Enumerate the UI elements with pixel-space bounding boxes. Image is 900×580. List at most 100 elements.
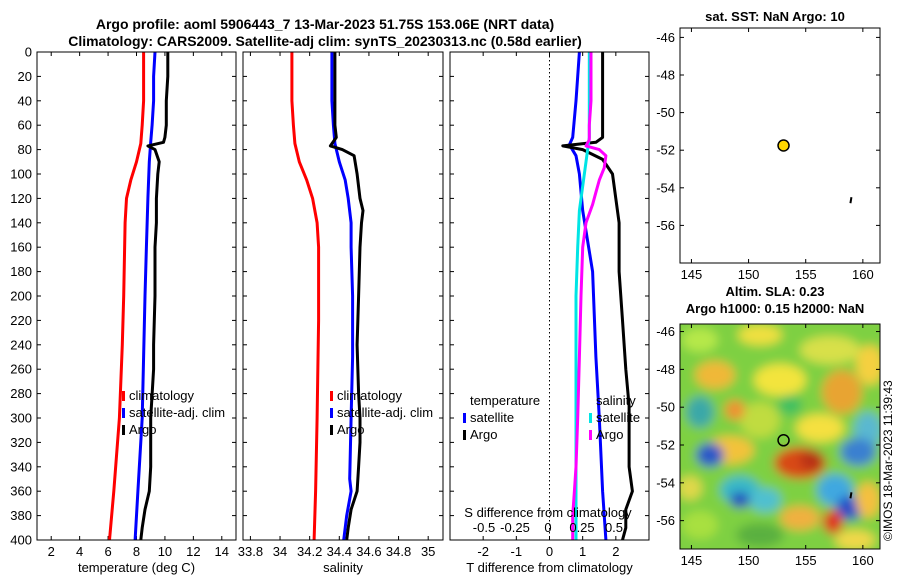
sla-map-title-line1: Altim. SLA: 0.23 — [725, 284, 825, 299]
xtick-label: 12 — [186, 544, 200, 559]
profile-location-marker — [777, 434, 790, 447]
legend-swatch — [330, 425, 333, 435]
panel-frame — [679, 323, 881, 550]
ytick-label: 280 — [10, 386, 32, 401]
legend-label: climatology — [129, 388, 195, 403]
series-line-argo — [328, 52, 365, 541]
plot-title-line1: Argo profile: aoml 5906443_7 13-Mar-2023… — [95, 16, 555, 32]
legend-label: Argo — [470, 427, 497, 442]
legend-swatch — [122, 425, 125, 435]
ytick-label: 20 — [18, 69, 32, 84]
sst-map-title: sat. SST: NaN Argo: 10 — [705, 9, 845, 24]
ytick-label: -56 — [656, 218, 675, 233]
xtick-label: -1 — [511, 544, 523, 559]
x-axis-label: temperature (deg C) — [78, 560, 195, 575]
ytick-label: -46 — [656, 30, 675, 45]
legend-title-temperature: temperature — [470, 393, 540, 408]
ytick-label: 200 — [10, 289, 32, 304]
ytick-label: -50 — [656, 400, 675, 415]
x-axis-label: salinity — [323, 560, 363, 575]
ytick-label: 140 — [10, 215, 32, 230]
legend-swatch — [589, 413, 592, 423]
ytick-label: 320 — [10, 435, 32, 450]
panel-frame — [242, 51, 444, 541]
xtick-label: 2 — [612, 544, 619, 559]
xtick-label: 1 — [579, 544, 586, 559]
ytick-label: 300 — [10, 411, 32, 426]
xtick-label: 34 — [273, 544, 287, 559]
legend-label: Argo — [337, 422, 364, 437]
ytick-label: 180 — [10, 264, 32, 279]
xtick-label: 35 — [421, 544, 435, 559]
panel-sst-map: -46 -48 -50 -52 -54 -56 145 150 155 160 — [656, 27, 881, 282]
legend-label: satellite-adj. clim — [129, 405, 225, 420]
xtick-label: 150 — [738, 553, 760, 568]
panel-salinity: 33.8 34 34.2 34.4 34.6 34.8 35 salinity climatol… — [238, 51, 444, 575]
series-line-salinity-argo — [571, 52, 608, 540]
panel-sla-map: -46 -48 -50 -52 -54 -56 145 150 155 160 — [656, 323, 881, 568]
xtick-label: 34.4 — [327, 544, 352, 559]
s-diff-tick-label: 0.5 — [605, 520, 623, 535]
s-diff-tick-label: 0 — [544, 520, 551, 535]
ytick-label: -48 — [656, 362, 675, 377]
ytick-label: -50 — [656, 105, 675, 120]
sla-map-title-line2: Argo h1000: 0.15 h2000: NaN — [685, 301, 865, 316]
island-outline — [849, 492, 853, 499]
panel-difference: -2 -1 0 1 2T difference from climatology temp… — [449, 51, 650, 575]
xtick-label: 2 — [48, 544, 55, 559]
panel-frame — [36, 51, 237, 541]
panel-frame — [449, 51, 650, 541]
xtick-label: -2 — [477, 544, 489, 559]
xtick-label: 160 — [852, 553, 874, 568]
ytick-label: 340 — [10, 459, 32, 474]
xtick-label: 160 — [852, 267, 874, 282]
ytick-label: -56 — [656, 513, 675, 528]
series-line-temperature-argo — [561, 52, 634, 541]
legend-label: Argo — [596, 427, 623, 442]
profile-location-marker — [777, 139, 790, 152]
ytick-label: 0 — [25, 45, 32, 60]
xtick-label: 155 — [795, 267, 817, 282]
legend-label: Argo — [129, 422, 156, 437]
ytick-label: -54 — [656, 475, 675, 490]
ytick-label: -48 — [656, 68, 675, 83]
series-line-satellite-adj-clim — [133, 51, 157, 541]
plot-title-line2: Climatology: CARS2009. Satellite-adj cli… — [68, 33, 582, 49]
xtick-label: 0 — [546, 544, 553, 559]
xtick-label: 10 — [158, 544, 172, 559]
x-axis-label: T difference from climatology — [466, 560, 633, 575]
island-outline — [849, 197, 853, 204]
xtick-label: 4 — [76, 544, 83, 559]
s-diff-tick-label: -0.25 — [500, 520, 530, 535]
xtick-label: 33.8 — [238, 544, 263, 559]
xtick-label: 34.2 — [297, 544, 322, 559]
ytick-label: 260 — [10, 362, 32, 377]
series-line-climatology — [108, 52, 146, 541]
legend-label: satellite — [596, 410, 640, 425]
ytick-label: 380 — [10, 508, 32, 523]
xtick-label: 6 — [104, 544, 111, 559]
legend-swatch — [122, 391, 125, 401]
ytick-label: -52 — [656, 143, 675, 158]
ytick-label: 40 — [18, 93, 32, 108]
ytick-label: -54 — [656, 180, 675, 195]
xtick-label: 34.6 — [356, 544, 381, 559]
xtick-label: 155 — [795, 553, 817, 568]
legend-swatch — [330, 408, 333, 418]
panel-frame — [679, 27, 881, 264]
panel-temperature: 0 20 40 60 80 100 120 140 160 180 200 220 240 260 280 3… — [10, 45, 237, 575]
legend-label: satellite-adj. clim — [337, 405, 433, 420]
legend-label: climatology — [337, 388, 403, 403]
ytick-label: 100 — [10, 167, 32, 182]
ytick-label: -46 — [656, 324, 675, 339]
ytick-label: 360 — [10, 484, 32, 499]
ytick-label: 80 — [18, 142, 32, 157]
xtick-label: 150 — [738, 267, 760, 282]
ytick-label: 160 — [10, 240, 32, 255]
s-diff-tick-label: 0.25 — [569, 520, 594, 535]
legend-swatch — [463, 413, 466, 423]
ytick-label: 240 — [10, 337, 32, 352]
legend-label: satellite — [470, 410, 514, 425]
legend-swatch — [589, 430, 592, 440]
xtick-label: 145 — [681, 553, 703, 568]
